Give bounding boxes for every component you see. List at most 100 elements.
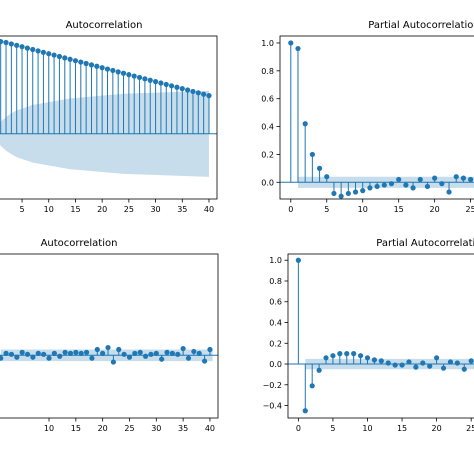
acf-top-marker-lag-11 bbox=[51, 52, 57, 58]
pacf-bottom-xtick-label-0: 0 bbox=[296, 424, 301, 433]
pacf-top-marker-lag-23 bbox=[453, 174, 459, 180]
pacf-top-ytick-label-1: 0.2 bbox=[261, 150, 274, 159]
pacf-bottom-ytick-label-6: 0.8 bbox=[269, 277, 282, 286]
acf-bottom-marker-lag-22 bbox=[110, 359, 116, 365]
acf-top-xtick-label-35: 35 bbox=[177, 205, 187, 214]
acf-bottom-marker-lag-23 bbox=[116, 346, 122, 353]
acf-top-marker-lag-15 bbox=[72, 58, 79, 64]
acf-bottom-marker-lag-14 bbox=[67, 350, 74, 356]
pacf-bottom-panel: Partial Autocorrelation 0 5 10 15 20 25 −0.4 −0… bbox=[263, 238, 474, 433]
acf-bottom-marker-lag-29 bbox=[148, 351, 154, 357]
pacf-top-marker-lag-7 bbox=[338, 193, 344, 199]
pacf-top-marker-lag-1 bbox=[295, 45, 301, 52]
pacf-bottom-marker-lag-11 bbox=[371, 357, 378, 363]
acf-bottom-plot-area: 10 15 20 25 30 35 40 bbox=[0, 253, 219, 433]
acf-top-marker-lag-37 bbox=[190, 88, 196, 95]
acf-top-marker-lag-10 bbox=[46, 51, 52, 57]
acf-top-marker-lag-35 bbox=[179, 86, 185, 92]
acf-bottom-marker-lag-9 bbox=[41, 351, 47, 357]
acf-bottom-axes-frame bbox=[0, 253, 219, 419]
pacf-bottom-marker-lag-8 bbox=[351, 351, 357, 357]
pacf-bottom-marker-lag-0 bbox=[295, 257, 301, 263]
acf-top-marker-lag-1 bbox=[0, 38, 4, 45]
pacf-top-ytick-label-5: 1.0 bbox=[261, 39, 274, 48]
pacf-bottom-marker-lag-1 bbox=[302, 408, 308, 414]
acf-bottom-marker-lag-31 bbox=[159, 356, 165, 362]
acf-top-xtick-label-40: 40 bbox=[204, 205, 214, 214]
acf-top-marker-lag-26 bbox=[131, 73, 137, 79]
pacf-bottom-xtick-label-25: 25 bbox=[466, 424, 474, 433]
acf-bottom-xtick-label-10: 10 bbox=[44, 424, 54, 433]
pacf-top-marker-lag-16 bbox=[403, 182, 409, 188]
pacf-top-marker-lag-22 bbox=[446, 189, 452, 195]
pacf-bottom-ytick-label-2: 0.0 bbox=[269, 360, 282, 369]
pacf-top-ytick-label-0: 0.0 bbox=[261, 178, 274, 187]
pacf-bottom-marker-lag-19 bbox=[427, 363, 433, 369]
pacf-top-xtick-label-10: 10 bbox=[358, 205, 368, 214]
pacf-top-marker-lag-5 bbox=[324, 174, 330, 180]
acf-bottom-marker-lag-30 bbox=[153, 350, 159, 356]
pacf-bottom-title: Partial Autocorrelation bbox=[376, 238, 474, 249]
pacf-top-marker-lag-25 bbox=[468, 176, 474, 183]
pacf-bottom-xtick-label-5: 5 bbox=[330, 424, 335, 433]
acf-bottom-marker-lag-16 bbox=[78, 350, 84, 356]
acf-bottom-marker-lag-1 bbox=[0, 355, 4, 361]
acf-top-marker-lag-24 bbox=[120, 70, 127, 76]
pacf-bottom-xtick-label-10: 10 bbox=[362, 424, 372, 433]
pacf-bottom-plot-area: 0 5 10 15 20 25 −0.4 −0.2 0.0 0.2 0.4 0.6 0.8 1.0 bbox=[263, 253, 474, 433]
acf-bottom-marker-lag-5 bbox=[19, 349, 25, 355]
pacf-top-marker-lag-6 bbox=[331, 190, 337, 197]
pacf-bottom-marker-lag-4 bbox=[323, 355, 329, 361]
acf-top-marker-lag-30 bbox=[152, 79, 159, 85]
acf-top-marker-lag-33 bbox=[169, 83, 175, 89]
pacf-top-title: Partial Autocorrelation bbox=[368, 20, 474, 31]
acf-top-marker-lag-13 bbox=[62, 55, 68, 61]
pacf-bottom-marker-lag-14 bbox=[392, 362, 398, 368]
pacf-bottom-ytick-label-1: −0.2 bbox=[263, 381, 282, 390]
pacf-bottom-ytick-label-4: 0.4 bbox=[269, 319, 282, 328]
acf-top-marker-lag-18 bbox=[88, 62, 95, 68]
acf-top-marker-lag-8 bbox=[35, 48, 41, 54]
acf-bottom-xtick-label-40: 40 bbox=[205, 424, 215, 433]
pacf-top-marker-lag-2 bbox=[302, 121, 308, 127]
acf-bottom-xtick-label-30: 30 bbox=[151, 424, 161, 433]
acf-top-marker-lag-19 bbox=[94, 63, 100, 69]
pacf-top-marker-lag-18 bbox=[417, 176, 423, 183]
pacf-bottom-marker-lag-15 bbox=[399, 362, 405, 368]
acf-bottom-marker-lag-25 bbox=[126, 354, 133, 360]
acf-top-xtick-label-30: 30 bbox=[150, 205, 160, 214]
acf-top-marker-lag-28 bbox=[142, 76, 148, 82]
pacf-top-marker-lag-20 bbox=[432, 175, 438, 181]
acf-bottom-marker-lag-17 bbox=[83, 349, 90, 355]
pacf-top-marker-lag-8 bbox=[345, 190, 351, 197]
pacf-bottom-marker-lag-18 bbox=[420, 360, 426, 366]
acf-top-marker-lag-29 bbox=[147, 77, 153, 83]
acf-bottom-xtick-label-20: 20 bbox=[98, 424, 108, 433]
pacf-top-marker-lag-0 bbox=[288, 40, 294, 46]
pacf-top-marker-lag-19 bbox=[424, 183, 431, 190]
pacf-top-marker-lag-17 bbox=[410, 185, 416, 191]
pacf-bottom-marker-lag-3 bbox=[316, 367, 322, 373]
pacf-bottom-marker-lag-6 bbox=[337, 351, 343, 357]
pacf-top-ytick-label-3: 0.6 bbox=[261, 95, 274, 104]
acf-bottom-marker-lag-7 bbox=[30, 354, 36, 360]
pacf-bottom-ytick-label-0: −0.4 bbox=[263, 402, 282, 411]
acf-top-marker-lag-32 bbox=[163, 81, 169, 88]
acf-bottom-marker-lag-37 bbox=[191, 348, 197, 355]
acf-top-marker-lag-40 bbox=[206, 93, 212, 99]
pacf-bottom-marker-lag-25 bbox=[468, 358, 474, 364]
acf-bottom-marker-lag-19 bbox=[94, 346, 100, 353]
pacf-bottom-axes-frame bbox=[287, 253, 474, 419]
acf-top-marker-lag-38 bbox=[195, 90, 201, 96]
acf-bottom-xtick-label-35: 35 bbox=[178, 424, 188, 433]
acf-top-marker-lag-27 bbox=[136, 74, 143, 81]
acf-top-marker-lag-7 bbox=[30, 46, 36, 53]
pacf-bottom-marker-lag-10 bbox=[364, 355, 371, 361]
pacf-bottom-marker-lag-21 bbox=[440, 365, 447, 371]
acf-bottom-title: Autocorrelation bbox=[41, 238, 118, 249]
acf-bottom-marker-lag-4 bbox=[14, 354, 20, 360]
pacf-top-xtick-label-25: 25 bbox=[466, 205, 474, 214]
acf-bottom-marker-lag-3 bbox=[8, 351, 15, 357]
pacf-bottom-marker-lag-17 bbox=[413, 364, 419, 370]
pacf-top-marker-lag-14 bbox=[388, 181, 395, 187]
